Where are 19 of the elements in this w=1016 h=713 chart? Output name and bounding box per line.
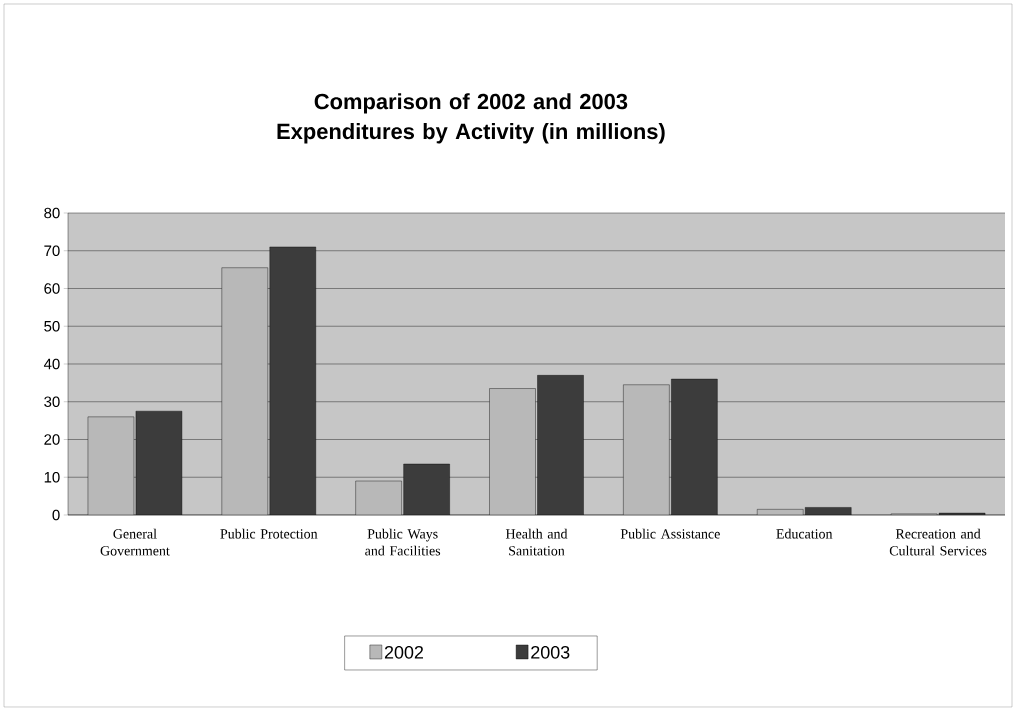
y-tick-label: 0 [52, 509, 60, 521]
y-tick-label: 80 [44, 207, 60, 219]
x-tick-label: Health and Sanitation [505, 528, 568, 556]
y-tick-label: 60 [44, 283, 60, 294]
x-tick-label: Public Assistance [620, 528, 720, 539]
y-tick-label: 10 [44, 471, 60, 483]
legend-label: 2002 [384, 645, 424, 659]
y-tick-label: 50 [44, 320, 60, 332]
x-tick-label: General Government [100, 528, 170, 556]
x-tick-label: Public Ways and Facilities [365, 528, 441, 556]
chart-title: Comparison of 2002 and 2003 Expenditures by Activity (in millions) [277, 93, 665, 144]
x-tick-label: Education [776, 528, 833, 539]
y-tick-label: 20 [44, 434, 60, 445]
y-tick-label: 40 [43, 358, 60, 370]
x-tick-label: Recreation and Cultural Services [889, 528, 987, 556]
legend-label: 2003 [531, 645, 570, 659]
x-tick-label: Public Protection [220, 528, 318, 539]
y-tick-label: 30 [44, 396, 60, 408]
y-tick-label: 70 [44, 245, 60, 257]
